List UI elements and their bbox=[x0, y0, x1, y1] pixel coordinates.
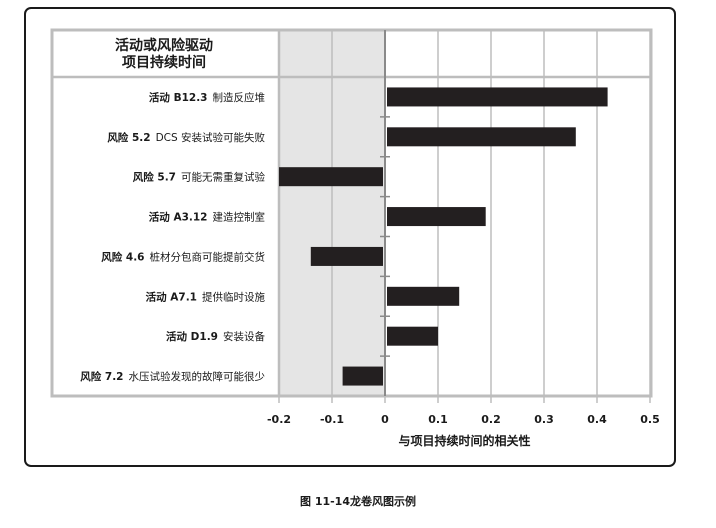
bar bbox=[387, 207, 486, 227]
category-name: 桩材分包商可能提前交货 bbox=[150, 250, 266, 263]
category-id: 风险 5.7 bbox=[133, 171, 176, 184]
category-name: DCS 安装试验可能失败 bbox=[156, 131, 266, 144]
category-name: 安装设备 bbox=[223, 330, 265, 343]
header-line-2: 项目持续时间 bbox=[122, 55, 206, 71]
category-id: 风险 5.2 bbox=[107, 131, 150, 144]
category-label: 风险 5.2 DCS 安装试验可能失败 bbox=[107, 131, 265, 144]
tick-label: -0.2 bbox=[267, 413, 291, 426]
bar bbox=[387, 326, 438, 346]
x-axis-label: 与项目持续时间的相关性 bbox=[398, 433, 530, 448]
category-name: 水压试验发现的故障可能很少 bbox=[129, 370, 266, 383]
category-id: 活动 A7.1 bbox=[146, 290, 197, 303]
category-label: 活动 D1.9 安装设备 bbox=[166, 330, 265, 343]
plot-border bbox=[50, 28, 653, 398]
figure-caption: 图 11-14龙卷风图示例 bbox=[299, 495, 416, 508]
category-id: 活动 B12.3 bbox=[149, 91, 208, 104]
tick-label: 0.2 bbox=[481, 413, 501, 426]
bar bbox=[279, 167, 383, 187]
tick-label: 0.4 bbox=[587, 413, 607, 426]
category-label: 活动 A7.1 提供临时设施 bbox=[146, 290, 266, 303]
category-label: 活动 B12.3 制造反应堆 bbox=[149, 91, 265, 104]
bar bbox=[387, 286, 460, 306]
bar bbox=[310, 246, 383, 266]
category-id: 活动 D1.9 bbox=[166, 330, 218, 343]
category-name: 制造反应堆 bbox=[213, 91, 266, 104]
category-name: 建造控制室 bbox=[213, 211, 266, 224]
bar bbox=[387, 127, 576, 147]
tick-label: 0.1 bbox=[428, 413, 448, 426]
category-name: 提供临时设施 bbox=[202, 290, 265, 303]
category-label: 风险 5.7 可能无需重复试验 bbox=[133, 171, 266, 184]
bar bbox=[387, 87, 608, 107]
tick-label: 0 bbox=[381, 413, 389, 426]
bar bbox=[342, 366, 383, 386]
category-name: 可能无需重复试验 bbox=[181, 171, 265, 184]
category-id: 风险 7.2 bbox=[80, 370, 123, 383]
tick-label: 0.3 bbox=[534, 413, 554, 426]
category-id: 活动 A3.12 bbox=[149, 211, 208, 224]
tick-label: 0.5 bbox=[640, 413, 660, 426]
header-line-1: 活动或风险驱动 bbox=[115, 38, 213, 54]
category-label: 活动 A3.12 建造控制室 bbox=[149, 211, 265, 224]
category-id: 风险 4.6 bbox=[101, 250, 144, 263]
tick-label: -0.1 bbox=[320, 413, 344, 426]
chart-frame bbox=[24, 7, 676, 467]
category-label: 风险 4.6 桩材分包商可能提前交货 bbox=[101, 250, 265, 263]
category-label: 风险 7.2 水压试验发现的故障可能很少 bbox=[80, 370, 265, 383]
